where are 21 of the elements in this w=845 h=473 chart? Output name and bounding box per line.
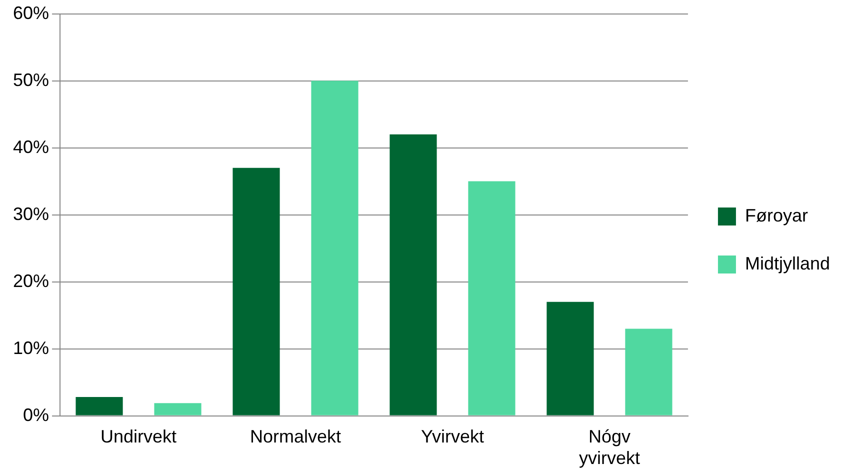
bar xyxy=(311,80,358,416)
bar xyxy=(76,397,123,416)
x-tick-label: Undirvekt xyxy=(100,426,177,447)
y-tick-label: 50% xyxy=(12,70,50,90)
y-tick-label: 60% xyxy=(12,2,50,23)
bar xyxy=(625,328,672,416)
bar xyxy=(468,181,516,416)
bar xyxy=(232,168,280,416)
x-tick-label: Nógv yvirvekt xyxy=(578,426,640,468)
bar xyxy=(546,302,594,416)
y-tick-label: 20% xyxy=(12,270,50,291)
x-tick-label: Normalvekt xyxy=(250,426,342,447)
x-tick-label: Yvirvekt xyxy=(420,426,484,447)
legend-label: Føroyar xyxy=(744,205,808,226)
y-tick-label: 10% xyxy=(12,338,50,358)
y-tick-label: 30% xyxy=(12,204,50,224)
bar xyxy=(390,134,437,416)
y-tick-label: 40% xyxy=(12,136,50,157)
bar xyxy=(154,403,202,416)
y-tick-label: 0% xyxy=(23,404,50,425)
legend-label: Midtjylland xyxy=(744,253,830,274)
